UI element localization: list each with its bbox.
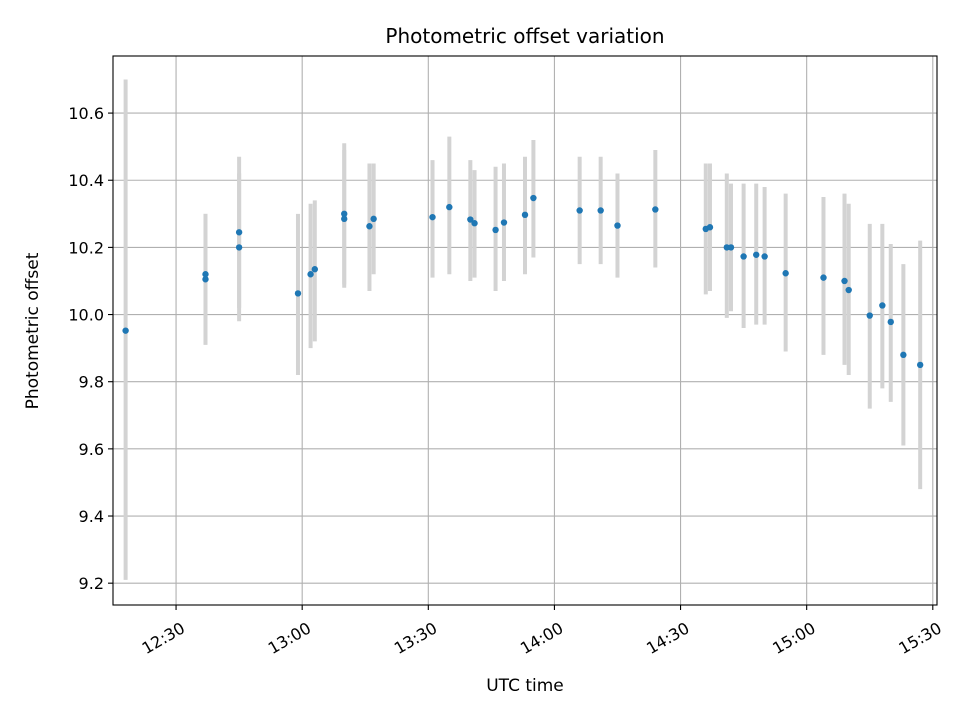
data-point [471, 220, 478, 227]
chart-title: Photometric offset variation [385, 24, 664, 48]
data-point [916, 361, 924, 369]
data-point [652, 206, 659, 213]
y-tick-label: 10.4 [68, 171, 104, 190]
data-point [521, 211, 529, 219]
data-point [887, 318, 894, 326]
data-point [614, 222, 621, 229]
data-point [782, 270, 789, 277]
data-point [235, 244, 243, 251]
y-tick-label: 9.2 [79, 574, 104, 593]
data-point [706, 224, 714, 231]
y-tick-label: 10.6 [68, 104, 104, 123]
data-point [370, 215, 377, 223]
plot-frame [112, 55, 938, 606]
data-point [841, 277, 848, 285]
data-point [753, 251, 760, 258]
data-point [530, 194, 537, 202]
data-point [820, 274, 827, 281]
data-point [597, 207, 604, 214]
data-point [235, 229, 243, 236]
data-point [366, 223, 373, 230]
y-tick-label: 9.4 [79, 507, 104, 526]
data-points [122, 194, 924, 369]
data-point [202, 271, 209, 278]
data-point [307, 271, 314, 278]
data-point [311, 266, 318, 273]
data-point [122, 327, 129, 334]
y-tick-label: 10.2 [68, 238, 104, 257]
data-point [467, 216, 474, 223]
data-point [727, 244, 735, 251]
data-point [492, 226, 499, 234]
y-tick-label: 9.8 [79, 373, 104, 392]
data-point [341, 215, 348, 223]
y-tick-label: 10.0 [68, 306, 104, 325]
y-tick-label: 9.6 [79, 440, 104, 459]
data-point [576, 207, 583, 214]
data-point [429, 213, 436, 221]
y-axis-title: Photometric offset [23, 252, 43, 409]
data-point [879, 302, 886, 309]
data-point [866, 312, 873, 319]
data-point [740, 253, 747, 260]
data-point [294, 290, 302, 297]
data-point [500, 219, 508, 226]
data-point [761, 253, 768, 260]
data-point [900, 351, 907, 359]
data-point [446, 203, 453, 211]
data-point [202, 276, 209, 283]
data-point [845, 286, 852, 294]
x-axis-title: UTC time [486, 676, 564, 696]
data-point [341, 210, 348, 218]
